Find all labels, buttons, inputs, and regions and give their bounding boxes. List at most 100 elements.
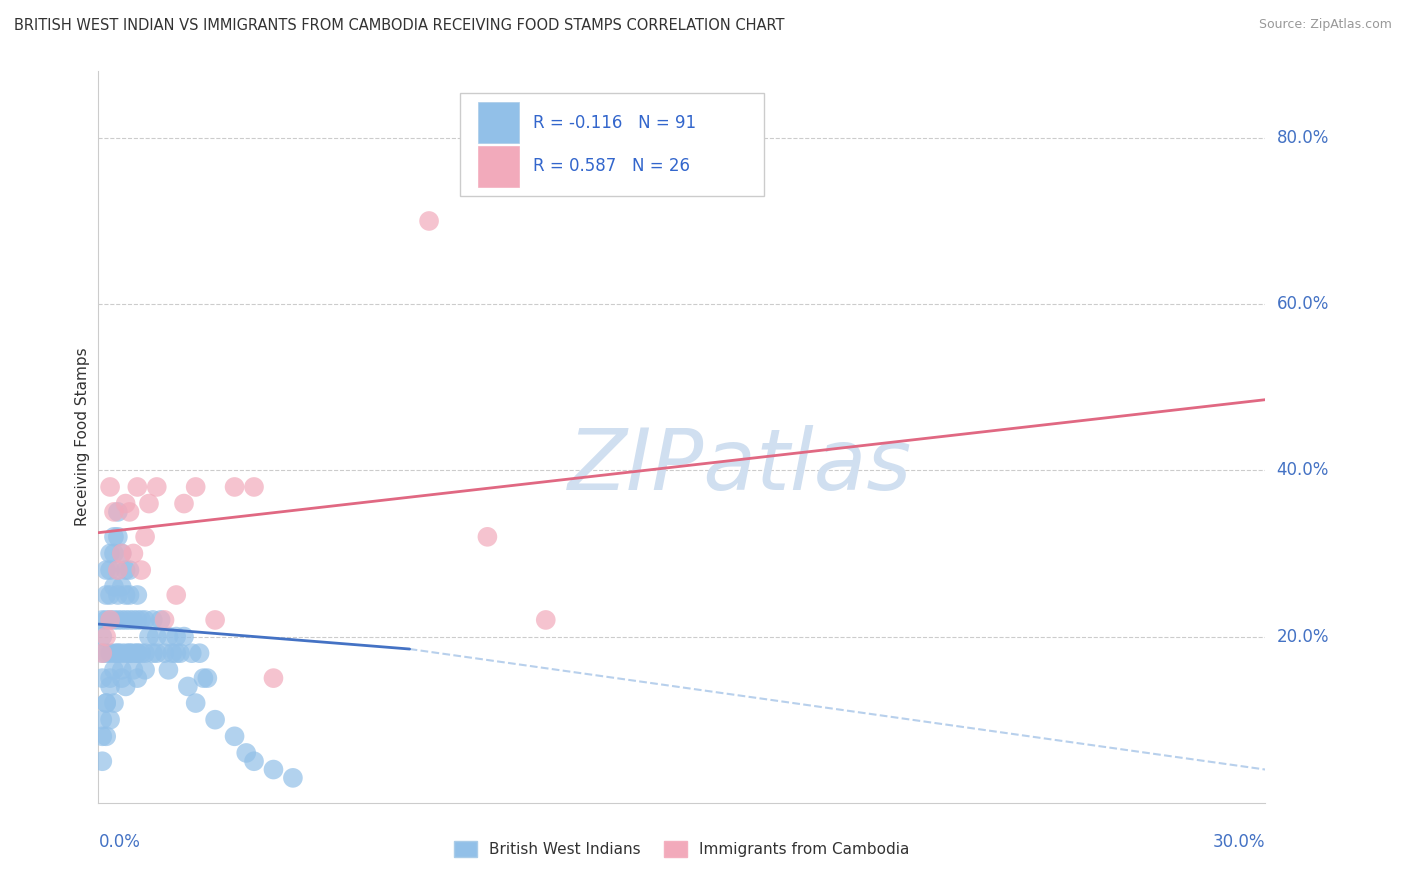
Point	[98, 546, 121, 560]
Point	[165, 588, 187, 602]
Point	[91, 613, 114, 627]
Point	[114, 588, 136, 602]
Point	[184, 696, 207, 710]
Point	[98, 713, 121, 727]
Point	[118, 563, 141, 577]
Point	[165, 630, 187, 644]
Point	[173, 497, 195, 511]
Point	[153, 646, 176, 660]
Point	[91, 713, 114, 727]
Point	[149, 613, 172, 627]
Text: R = -0.116   N = 91: R = -0.116 N = 91	[533, 113, 696, 131]
Point	[96, 588, 118, 602]
Point	[91, 729, 114, 743]
Point	[118, 588, 141, 602]
Point	[134, 613, 156, 627]
Point	[114, 613, 136, 627]
Point	[107, 563, 129, 577]
Point	[111, 613, 134, 627]
Point	[96, 630, 118, 644]
Point	[98, 563, 121, 577]
Point	[111, 646, 134, 660]
Point	[114, 646, 136, 660]
Point	[103, 546, 125, 560]
Legend: British West Indians, Immigrants from Cambodia: British West Indians, Immigrants from Ca…	[447, 833, 917, 864]
Point	[153, 613, 176, 627]
Point	[118, 613, 141, 627]
Point	[96, 696, 118, 710]
Point	[127, 671, 149, 685]
Point	[127, 646, 149, 660]
Point	[188, 646, 211, 660]
Point	[103, 696, 125, 710]
Point	[103, 646, 125, 660]
Point	[107, 530, 129, 544]
Point	[118, 646, 141, 660]
Text: Source: ZipAtlas.com: Source: ZipAtlas.com	[1258, 18, 1392, 31]
Text: 30.0%: 30.0%	[1213, 833, 1265, 851]
Point	[193, 671, 215, 685]
Point	[129, 646, 152, 660]
Point	[91, 671, 114, 685]
Point	[134, 663, 156, 677]
Point	[146, 630, 169, 644]
Text: 60.0%: 60.0%	[1277, 295, 1329, 313]
Point	[477, 530, 499, 544]
Point	[111, 546, 134, 560]
Point	[138, 497, 160, 511]
Point	[165, 646, 187, 660]
Text: BRITISH WEST INDIAN VS IMMIGRANTS FROM CAMBODIA RECEIVING FOOD STAMPS CORRELATIO: BRITISH WEST INDIAN VS IMMIGRANTS FROM C…	[14, 18, 785, 33]
Point	[107, 505, 129, 519]
Point	[103, 613, 125, 627]
FancyBboxPatch shape	[478, 146, 519, 186]
Point	[98, 646, 121, 660]
Point	[96, 729, 118, 743]
Point	[224, 729, 246, 743]
Point	[96, 696, 118, 710]
Point	[162, 646, 184, 660]
Point	[91, 754, 114, 768]
Point	[103, 530, 125, 544]
Point	[180, 646, 202, 660]
Point	[98, 680, 121, 694]
Point	[118, 505, 141, 519]
Point	[107, 646, 129, 660]
Point	[103, 663, 125, 677]
Point	[122, 646, 145, 660]
Point	[262, 763, 284, 777]
Point	[118, 646, 141, 660]
Point	[91, 646, 114, 660]
Text: 40.0%: 40.0%	[1277, 461, 1329, 479]
Point	[107, 613, 129, 627]
Point	[96, 613, 118, 627]
Point	[142, 646, 165, 660]
Point	[122, 613, 145, 627]
Point	[114, 563, 136, 577]
Point	[111, 663, 134, 677]
Point	[418, 214, 440, 228]
Text: ZIPatlas: ZIPatlas	[568, 425, 912, 508]
Point	[114, 497, 136, 511]
Point	[184, 480, 207, 494]
Point	[129, 563, 152, 577]
Point	[243, 480, 266, 494]
Point	[122, 663, 145, 677]
Point	[98, 671, 121, 685]
Point	[96, 646, 118, 660]
Point	[114, 680, 136, 694]
Point	[98, 588, 121, 602]
Point	[111, 546, 134, 560]
Point	[281, 771, 304, 785]
Point	[157, 663, 180, 677]
Point	[204, 613, 226, 627]
Point	[98, 613, 121, 627]
Point	[98, 480, 121, 494]
Point	[103, 505, 125, 519]
Text: 80.0%: 80.0%	[1277, 128, 1329, 147]
Y-axis label: Receiving Food Stamps: Receiving Food Stamps	[75, 348, 90, 526]
Point	[107, 646, 129, 660]
Point	[98, 613, 121, 627]
Point	[173, 630, 195, 644]
Point	[127, 480, 149, 494]
Point	[224, 480, 246, 494]
